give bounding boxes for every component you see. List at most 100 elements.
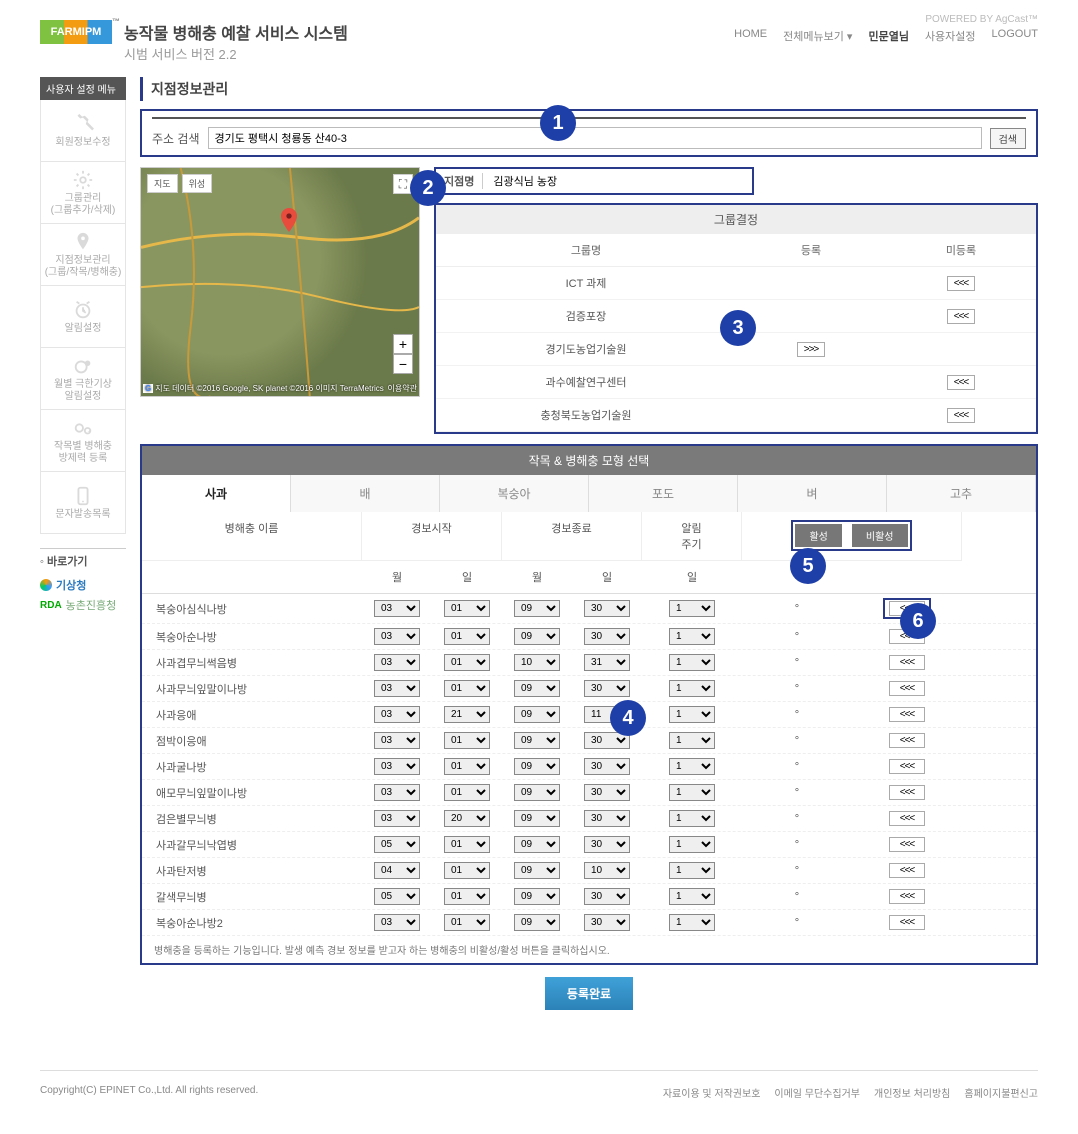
group-unregister-button[interactable]: <<< [947,375,976,390]
pest-select[interactable]: 30 [584,914,630,931]
pest-select[interactable]: 10 [514,654,560,671]
pest-select[interactable]: 03 [374,732,420,749]
pest-select[interactable]: 09 [514,784,560,801]
nav-home[interactable]: HOME [734,28,767,44]
sidebar-item-group[interactable]: 그룹관리 (그룹추가/삭제) [40,162,126,224]
pest-select[interactable]: 03 [374,758,420,775]
pest-select[interactable]: 09 [514,888,560,905]
pest-select[interactable]: 30 [584,784,630,801]
nav-all-menu[interactable]: 전체메뉴보기 ▾ [783,28,852,44]
sidebar-item-monthly-alarm[interactable]: 월별 극한기상 알림설정 [40,348,126,410]
pest-select[interactable]: 01 [444,654,490,671]
nav-settings[interactable]: 사용자설정 [925,28,976,44]
pest-select[interactable]: 1 [669,810,715,827]
pest-select[interactable]: 09 [514,862,560,879]
pest-toggle-button[interactable]: <<< [889,915,926,930]
pest-select[interactable]: 09 [514,732,560,749]
pest-select[interactable]: 1 [669,914,715,931]
pest-select[interactable]: 31 [584,654,630,671]
pest-select[interactable]: 09 [514,836,560,853]
pest-select[interactable]: 03 [374,600,420,617]
map-zoom-in[interactable]: + [393,334,413,354]
pest-select[interactable]: 1 [669,600,715,617]
pest-select[interactable]: 03 [374,784,420,801]
pest-select[interactable]: 01 [444,784,490,801]
nav-logout[interactable]: LOGOUT [992,28,1038,44]
pest-select[interactable]: 01 [444,600,490,617]
pest-toggle-button[interactable]: <<< [889,733,926,748]
pest-select[interactable]: 30 [584,628,630,645]
pest-select[interactable]: 01 [444,628,490,645]
shortcut-rda[interactable]: RDA농촌진흥청 [40,597,126,613]
pest-select[interactable]: 30 [584,680,630,697]
pest-select[interactable]: 01 [444,888,490,905]
map-type-satellite[interactable]: 위성 [182,174,213,193]
crop-tab[interactable]: 벼 [738,475,887,512]
pest-toggle-button[interactable]: <<< [889,759,926,774]
pest-select[interactable]: 30 [584,758,630,775]
pest-toggle-button[interactable]: <<< [889,837,926,852]
pest-select[interactable]: 09 [514,706,560,723]
logo[interactable]: FARMIPM [40,20,112,44]
pest-select[interactable]: 30 [584,888,630,905]
pest-select[interactable]: 04 [374,862,420,879]
pest-select[interactable]: 09 [514,758,560,775]
pest-select[interactable]: 03 [374,628,420,645]
sidebar-item-sms[interactable]: 문자발송목록 [40,472,126,534]
pest-select[interactable]: 1 [669,680,715,697]
pest-select[interactable]: 03 [374,706,420,723]
activate-all-button[interactable]: 활성 [795,524,841,547]
pest-select[interactable]: 1 [669,784,715,801]
pest-select[interactable]: 03 [374,810,420,827]
sidebar-item-branch[interactable]: 지점정보관리 (그룹/작목/병해충) [40,224,126,286]
pest-select[interactable]: 1 [669,836,715,853]
pest-select[interactable]: 1 [669,628,715,645]
group-unregister-button[interactable]: <<< [947,408,976,423]
sidebar-item-pest-register[interactable]: + 작목별 병해충 방제력 등록 [40,410,126,472]
pest-select[interactable]: 01 [444,836,490,853]
map[interactable]: 지도 위성 ⛶ + − G지도 데이터 ©2016 Google, SK pla… [140,167,420,397]
footer-link[interactable]: 자료이용 및 저작권보호 [663,1085,761,1100]
sidebar-item-alarm[interactable]: 알림설정 [40,286,126,348]
pest-select[interactable]: 20 [444,810,490,827]
pest-select[interactable]: 01 [444,914,490,931]
pest-select[interactable]: 05 [374,888,420,905]
pest-select[interactable]: 01 [444,758,490,775]
pest-select[interactable]: 1 [669,654,715,671]
pest-toggle-button[interactable]: <<< [889,811,926,826]
pest-toggle-button[interactable]: <<< [889,655,926,670]
map-terms[interactable]: 이용약관 [388,383,417,394]
deactivate-all-button[interactable]: 비활성 [852,524,908,547]
map-type-map[interactable]: 지도 [147,174,178,193]
pest-select[interactable]: 09 [514,914,560,931]
crop-tab[interactable]: 배 [291,475,440,512]
group-unregister-button[interactable]: <<< [947,309,976,324]
pest-select[interactable]: 03 [374,680,420,697]
footer-link[interactable]: 개인정보 처리방침 [874,1085,950,1100]
pest-select[interactable]: 05 [374,836,420,853]
pest-select[interactable]: 1 [669,706,715,723]
pest-select[interactable]: 09 [514,680,560,697]
pest-select[interactable]: 03 [374,654,420,671]
pest-select[interactable]: 09 [514,628,560,645]
address-search-button[interactable]: 검색 [990,128,1026,149]
pest-select[interactable]: 09 [514,600,560,617]
pest-select[interactable]: 1 [669,732,715,749]
pest-toggle-button[interactable]: <<< [889,863,926,878]
pest-select[interactable]: 1 [669,888,715,905]
pest-select[interactable]: 01 [444,732,490,749]
branch-name-input[interactable] [493,175,744,187]
pest-select[interactable]: 10 [584,862,630,879]
crop-tab[interactable]: 포도 [589,475,738,512]
address-search-input[interactable] [208,127,982,149]
crop-tab[interactable]: 고추 [887,475,1036,512]
pest-toggle-button[interactable]: <<< [889,889,926,904]
submit-button[interactable]: 등록완료 [545,977,633,1010]
pest-select[interactable]: 30 [584,810,630,827]
pest-toggle-button[interactable]: <<< [889,707,926,722]
pest-select[interactable]: 1 [669,758,715,775]
group-register-button[interactable]: >>> [797,342,826,357]
pest-select[interactable]: 03 [374,914,420,931]
sidebar-item-profile[interactable]: 회원정보수정 [40,100,126,162]
shortcut-kma[interactable]: 기상청 [40,577,126,593]
